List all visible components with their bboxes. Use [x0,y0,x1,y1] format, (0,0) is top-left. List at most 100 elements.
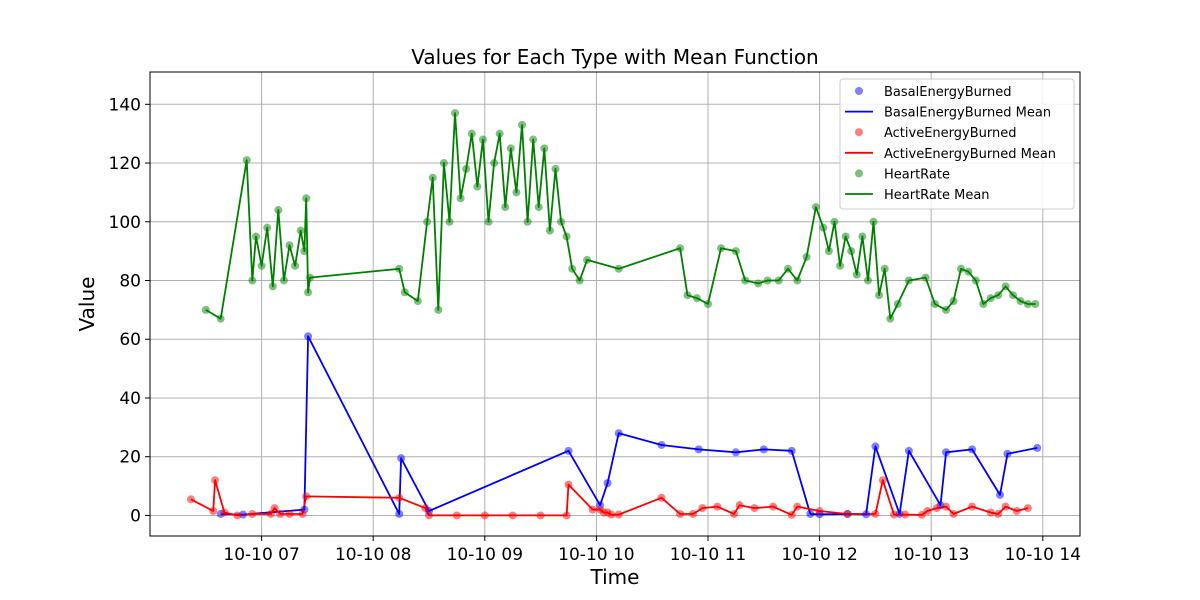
heartrate-point [268,282,277,291]
heartrate-point [263,223,272,232]
activeenergyburned-point [843,509,852,518]
heartrate-mean-legend-label: HeartRate Mean [884,188,990,203]
basalenergyburned-point [942,448,951,457]
heartrate-point [717,244,726,253]
basalenergyburned-point [614,429,623,438]
heartrate-point [296,226,305,235]
legend-box [839,78,1075,210]
basalenergyburned-point [1003,449,1012,458]
activeenergyburned-point [713,502,722,511]
activeenergyburned-point [285,509,294,518]
activeenergyburned-point [730,509,739,518]
heartrate-point [802,253,811,262]
heartrate-legend-marker [855,169,863,178]
activeenergyburned-point [815,507,824,516]
heartrate-point [930,300,939,308]
activeenergyburned-point [564,480,573,489]
basalenergyburned-point [968,445,977,454]
heartrate-point [434,305,443,314]
basalenergyburned-point [862,510,871,519]
basalenergyburned-point [603,479,612,488]
activeenergyburned-point [949,509,958,518]
activeenergyburned-point [421,504,430,513]
activeenergyburned-point [266,509,275,518]
heartrate-point [451,109,460,118]
activeenergyburned-point [1023,504,1032,513]
heartrate-point [518,120,526,129]
heartrate-point [285,241,294,250]
activeenergyburned-point [588,505,597,514]
heartrate-point [858,232,867,241]
heartrate-point [279,276,288,285]
y-tick-label: 140 [109,95,141,115]
x-tick-label: 10-10 14 [1005,545,1081,565]
activeenergyburned-point [276,509,285,518]
activeenergyburned-point [248,509,257,518]
activeenergyburned-point [508,511,517,520]
heartrate-point [942,305,951,314]
heartrate-point [847,247,856,256]
heartrate-point [242,156,251,165]
activeenergyburned-point [769,502,778,511]
heartrate-point [692,294,701,303]
heartrate-point [741,276,750,285]
activeenergyburned-point [917,510,926,519]
heartrate-point [676,244,685,253]
activeenergyburned-point [536,511,545,520]
basalenergyburned-point [397,454,406,463]
heartrate-point [575,276,584,285]
heartrate-point [614,264,623,273]
heartrate-point [774,276,783,285]
heartrate-point [462,164,471,173]
activeenergyburned-point [562,511,571,520]
heartrate-point [545,226,554,235]
basalenergyburned-mean-legend-label: BasalEnergyBurned Mean [884,106,1051,121]
heartrate-point [540,144,549,153]
heartrate-point [274,206,283,215]
heartrate-point [562,232,571,241]
activeenergyburned-point [901,510,910,519]
heartrate-point [428,173,437,182]
y-tick-label: 120 [109,154,141,174]
heartrate-point [484,217,493,226]
activeenergyburned-point [735,501,744,510]
heartrate-point [529,135,538,144]
heartrate-point [413,297,422,306]
activeenergyburned-point [698,504,707,513]
heartrate-point [704,300,712,308]
basalenergyburned-point [304,332,313,341]
y-tick-label: 20 [119,448,141,468]
heartrate-point [583,255,592,264]
basalenergyburned-point [694,445,703,454]
heartrate-point [754,279,763,288]
basalenergyburned-point [787,446,796,455]
activeenergyburned-point [302,492,311,501]
basalenergyburned-legend-marker [855,87,863,95]
heartrate-point [986,294,995,303]
activeenergyburned-legend-label: ActiveEnergyBurned [884,126,1017,141]
heartrate-point [248,276,257,285]
basalenergyburned-point [1033,443,1042,452]
heartrate-point [836,261,845,270]
basalenergyburned-point [996,490,1005,499]
heartrate-point [473,182,482,191]
activeenergyburned-legend-marker [855,128,863,137]
heartrate-point [783,264,792,273]
x-axis-label: Time [590,565,640,589]
y-tick-label: 100 [109,213,141,233]
heartrate-point [841,232,850,241]
heartrate-point [824,247,833,256]
activeenergyburned-point [676,509,685,518]
activeenergyburned-mean-legend-label: ActiveEnergyBurned Mean [884,147,1056,162]
activeenergyburned-point [186,495,195,504]
activeenergyburned-point [614,510,623,519]
activeenergyburned-point [395,493,404,502]
x-tick-label: 10-10 13 [893,545,969,565]
y-tick-label: 80 [119,272,141,292]
activeenergyburned-point [968,502,977,511]
x-tick-label: 10-10 07 [223,545,299,565]
basalenergyburned-point [731,448,740,457]
basalenergyburned-point [564,446,573,455]
scatter-points [186,109,1042,520]
